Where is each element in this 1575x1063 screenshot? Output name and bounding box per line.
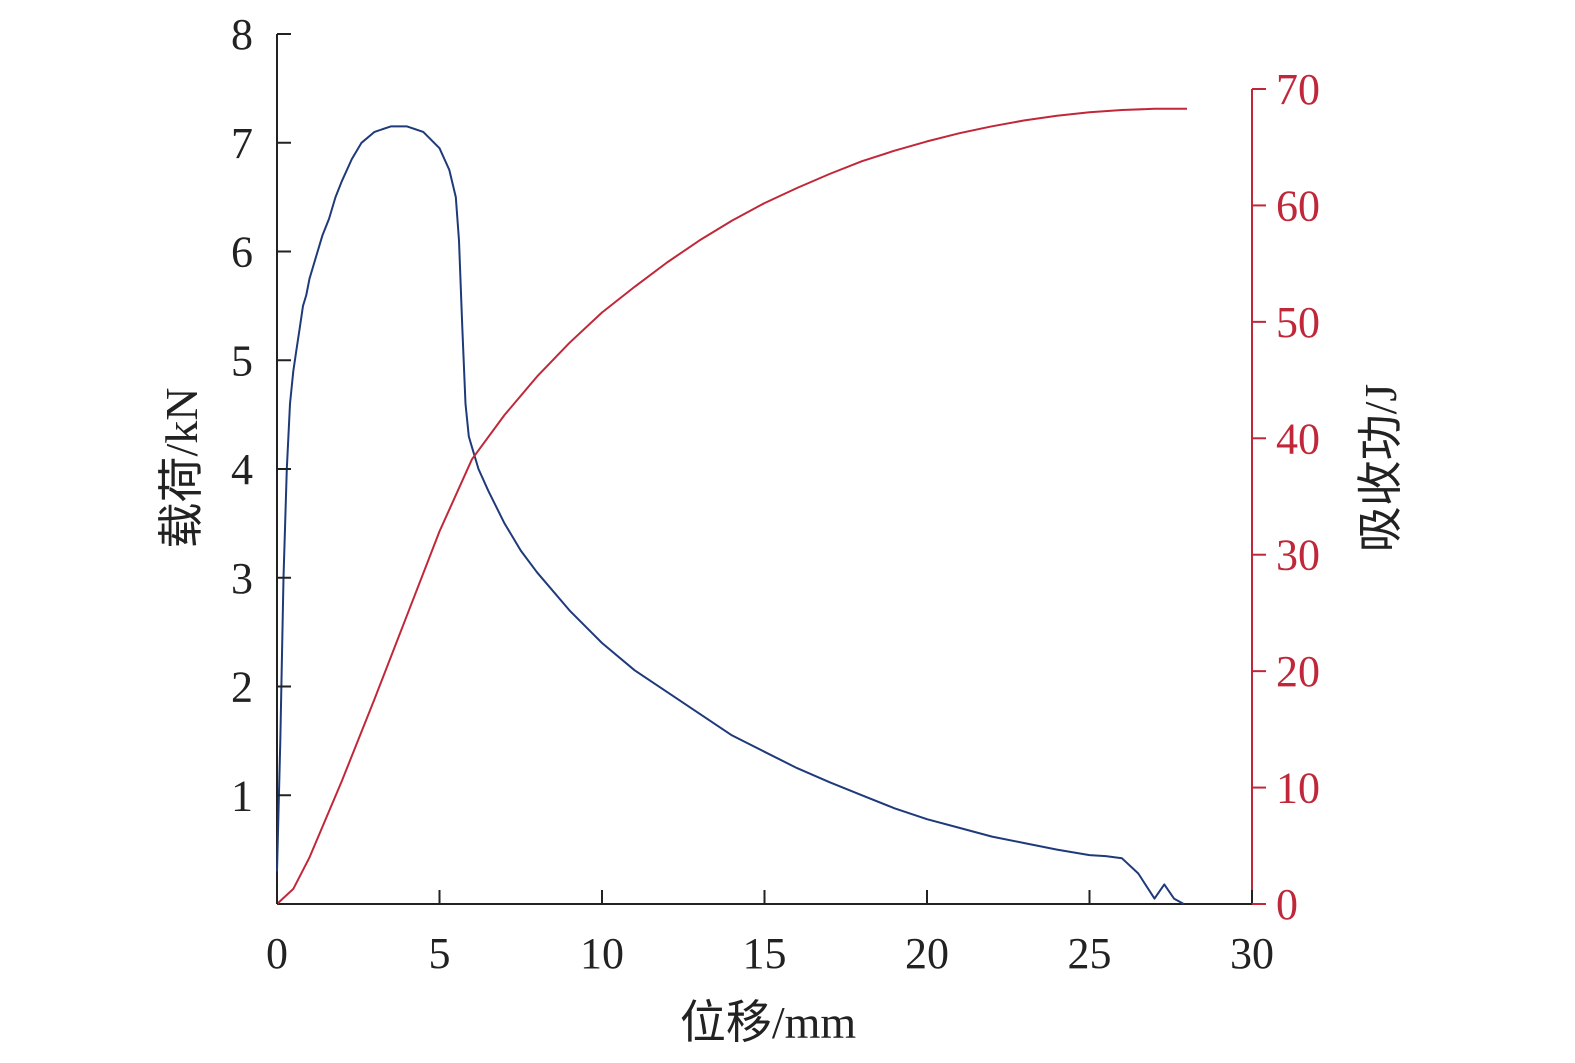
energy-series-line — [276, 107, 1187, 905]
x-tick-label: 15 — [743, 929, 787, 978]
x-tick-label: 5 — [429, 929, 451, 978]
y-left-tick-label: 1 — [231, 771, 253, 820]
x-tick-label: 0 — [266, 929, 288, 978]
y-right-tick-label: 40 — [1276, 414, 1320, 463]
y-right-tick-label: 30 — [1276, 531, 1320, 580]
y-right-tick-label: 50 — [1276, 298, 1320, 347]
y-left-tick-label: 2 — [231, 663, 253, 712]
y-left-tick-label: 8 — [231, 10, 253, 59]
y-right-tick-label: 70 — [1276, 65, 1320, 114]
y-right-tick-label: 10 — [1276, 764, 1320, 813]
y-left-tick-label: 5 — [231, 336, 253, 385]
y-right-tick-label: 60 — [1276, 181, 1320, 230]
x-tick-label: 10 — [580, 929, 624, 978]
y-axis-left-title: 载荷/kN — [156, 388, 207, 549]
y-left-tick-label: 7 — [231, 119, 253, 168]
load-series-line — [276, 125, 1185, 905]
y-left-tick-label: 4 — [231, 445, 253, 494]
x-axis-title: 位移/mm — [680, 997, 857, 1048]
x-tick-label: 30 — [1230, 929, 1274, 978]
y-left-tick-label: 6 — [231, 228, 253, 277]
y-right-tick-label: 20 — [1276, 647, 1320, 696]
ticks: 0 5 10 15 20 25 30 1 2 3 4 5 6 7 8 0 10 20 30 40 50 60 70 — [231, 10, 1320, 978]
y-axis-right-title: 吸收功/J — [1355, 384, 1406, 553]
x-tick-label: 25 — [1068, 929, 1112, 978]
y-left-tick-label: 3 — [231, 554, 253, 603]
y-right-tick-label: 0 — [1276, 880, 1298, 929]
x-tick-label: 20 — [905, 929, 949, 978]
axes — [276, 34, 1253, 905]
series-layer — [276, 107, 1187, 905]
